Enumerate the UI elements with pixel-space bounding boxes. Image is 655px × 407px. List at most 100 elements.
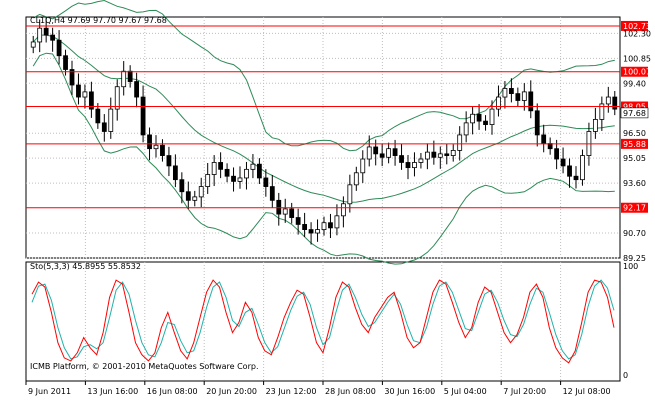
time-tick-label: 28 Jun 08:00 [325, 387, 376, 396]
price-axis: 102.30 100.85 99.40 96.50 95.05 93.60 90.70 89.… [623, 29, 651, 263]
candle-body [483, 120, 488, 125]
candle-body [198, 186, 204, 198]
candle-body [263, 177, 269, 187]
price-level-badge [621, 138, 648, 149]
candle-body [315, 229, 320, 234]
candle-body [444, 153, 450, 156]
candle-body [101, 122, 107, 132]
candle-body [127, 70, 133, 82]
candle-body [489, 108, 495, 125]
stochastic-main-line [31, 279, 615, 364]
price-tick-label: 100.85 [623, 54, 651, 63]
price-level-badge [621, 66, 648, 77]
lower-band-line [32, 52, 615, 265]
candle-body [256, 163, 262, 179]
candle-body [218, 162, 224, 170]
candle-body [121, 70, 127, 88]
candle-body [172, 165, 178, 181]
price-tick-label: 99.40 [623, 79, 646, 88]
candle-body [134, 81, 140, 98]
candle-body [153, 144, 159, 150]
candle-body [528, 91, 534, 112]
chart-grid [25, 16, 621, 382]
upper-band-line [32, 0, 615, 152]
price-level-badge [621, 20, 648, 31]
candle-body [418, 158, 424, 163]
price-tick-label: 95.05 [623, 154, 646, 163]
candle-body [147, 134, 152, 150]
candle-body [373, 146, 379, 155]
candle-body [502, 88, 508, 98]
candle-body [244, 168, 249, 179]
time-tick-label: 30 Jun 16:00 [384, 387, 435, 396]
candle-body [605, 96, 611, 105]
candle-body [470, 113, 476, 124]
candle-body [379, 153, 385, 158]
candle-body [515, 93, 521, 101]
candle-body [231, 175, 236, 182]
candle-body [308, 229, 314, 234]
candle-body [328, 222, 333, 229]
candle-body [43, 27, 49, 36]
candle-body [521, 91, 527, 101]
time-tick-label: 20 Jun 20:00 [206, 387, 257, 396]
candle-body [224, 168, 230, 177]
price-level-label: 95.88 [623, 140, 646, 149]
candle-body [360, 158, 366, 174]
candle-body [431, 151, 437, 158]
oscillator-scale-top: 100 [623, 262, 638, 271]
oscillator-title: Sto(5,3,3) 45.8955 55.8532 [30, 262, 141, 271]
current-price-label: 97.68 [623, 109, 646, 118]
candle-body [457, 134, 463, 151]
candle-body [392, 148, 398, 156]
candle-body [412, 162, 417, 169]
price-tick-label: 90.70 [623, 229, 646, 238]
candle-body [50, 34, 56, 41]
price-level-label: 100.07 [623, 68, 651, 77]
candle-body [276, 199, 282, 215]
candle-body [88, 91, 94, 110]
time-tick-label: 23 Jun 12:00 [266, 387, 317, 396]
candle-body [250, 163, 256, 170]
candle-body [424, 151, 430, 160]
copyright-text: ICMB Platform, © 2001-2010 MetaQuotes So… [30, 362, 259, 371]
candle-body [580, 155, 585, 181]
candle-body [340, 203, 346, 217]
candle-body [353, 172, 359, 186]
oscillator-scale-bottom: 0 [623, 371, 628, 380]
candle-body [185, 191, 191, 201]
candle-body [69, 69, 75, 86]
candle-body [237, 177, 243, 182]
candle-body [76, 84, 81, 98]
candle-body [399, 155, 404, 163]
price-level-badge [621, 202, 648, 213]
candle-body [114, 86, 120, 110]
price-level-label: 102.73 [623, 22, 651, 31]
time-tick-label: 9 Jun 2011 [28, 387, 71, 396]
candle-body [211, 162, 217, 175]
candle-body [450, 150, 456, 156]
candle-body [205, 174, 211, 187]
candle-body [282, 208, 288, 215]
middle-band-line [32, 34, 615, 203]
candle-body [476, 113, 482, 122]
candle-body [302, 224, 308, 230]
time-tick-label: 13 Jun 16:00 [87, 387, 138, 396]
candle-body [30, 41, 36, 48]
candle-body [541, 134, 547, 144]
time-tick-label: 16 Jun 08:00 [147, 387, 198, 396]
candle-body [508, 88, 514, 95]
candle-body [56, 39, 62, 57]
candle-body [321, 222, 327, 230]
candle-body [386, 148, 392, 158]
candlestick-series [30, 16, 618, 245]
candle-body [63, 55, 68, 70]
horizontal-levels[interactable]: 102.73 100.07 98.05 95.88 92.17 97.68 [26, 20, 651, 213]
candle-body [554, 148, 560, 160]
price-tick-label: 93.60 [623, 179, 646, 188]
price-level-badge [621, 101, 648, 112]
price-level-label: 98.05 [623, 103, 646, 112]
candle-body [573, 175, 579, 181]
candle-body [560, 158, 566, 167]
